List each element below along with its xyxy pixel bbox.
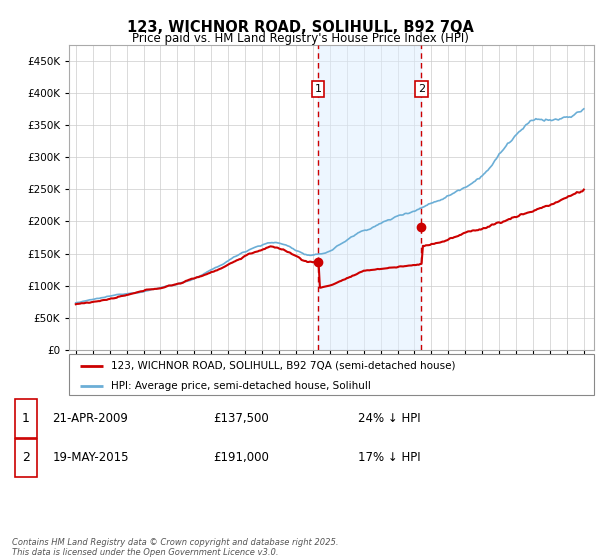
Bar <box>15 399 37 438</box>
Text: 21-APR-2009: 21-APR-2009 <box>52 412 128 425</box>
Text: HPI: Average price, semi-detached house, Solihull: HPI: Average price, semi-detached house,… <box>111 381 371 391</box>
Text: 24% ↓ HPI: 24% ↓ HPI <box>358 412 420 425</box>
Text: Price paid vs. HM Land Registry's House Price Index (HPI): Price paid vs. HM Land Registry's House … <box>131 32 469 45</box>
Text: 2: 2 <box>418 84 425 94</box>
Text: 2: 2 <box>22 451 30 464</box>
Text: 123, WICHNOR ROAD, SOLIHULL, B92 7QA (semi-detached house): 123, WICHNOR ROAD, SOLIHULL, B92 7QA (se… <box>111 361 455 371</box>
Text: 123, WICHNOR ROAD, SOLIHULL, B92 7QA: 123, WICHNOR ROAD, SOLIHULL, B92 7QA <box>127 20 473 35</box>
Text: 1: 1 <box>22 412 30 425</box>
Bar <box>318 45 421 350</box>
Text: Contains HM Land Registry data © Crown copyright and database right 2025.
This d: Contains HM Land Registry data © Crown c… <box>12 538 338 557</box>
Text: 19-MAY-2015: 19-MAY-2015 <box>52 451 129 464</box>
Text: £191,000: £191,000 <box>214 451 269 464</box>
Text: 17% ↓ HPI: 17% ↓ HPI <box>358 451 420 464</box>
Bar <box>15 438 37 477</box>
Text: £137,500: £137,500 <box>214 412 269 425</box>
Text: 1: 1 <box>314 84 322 94</box>
